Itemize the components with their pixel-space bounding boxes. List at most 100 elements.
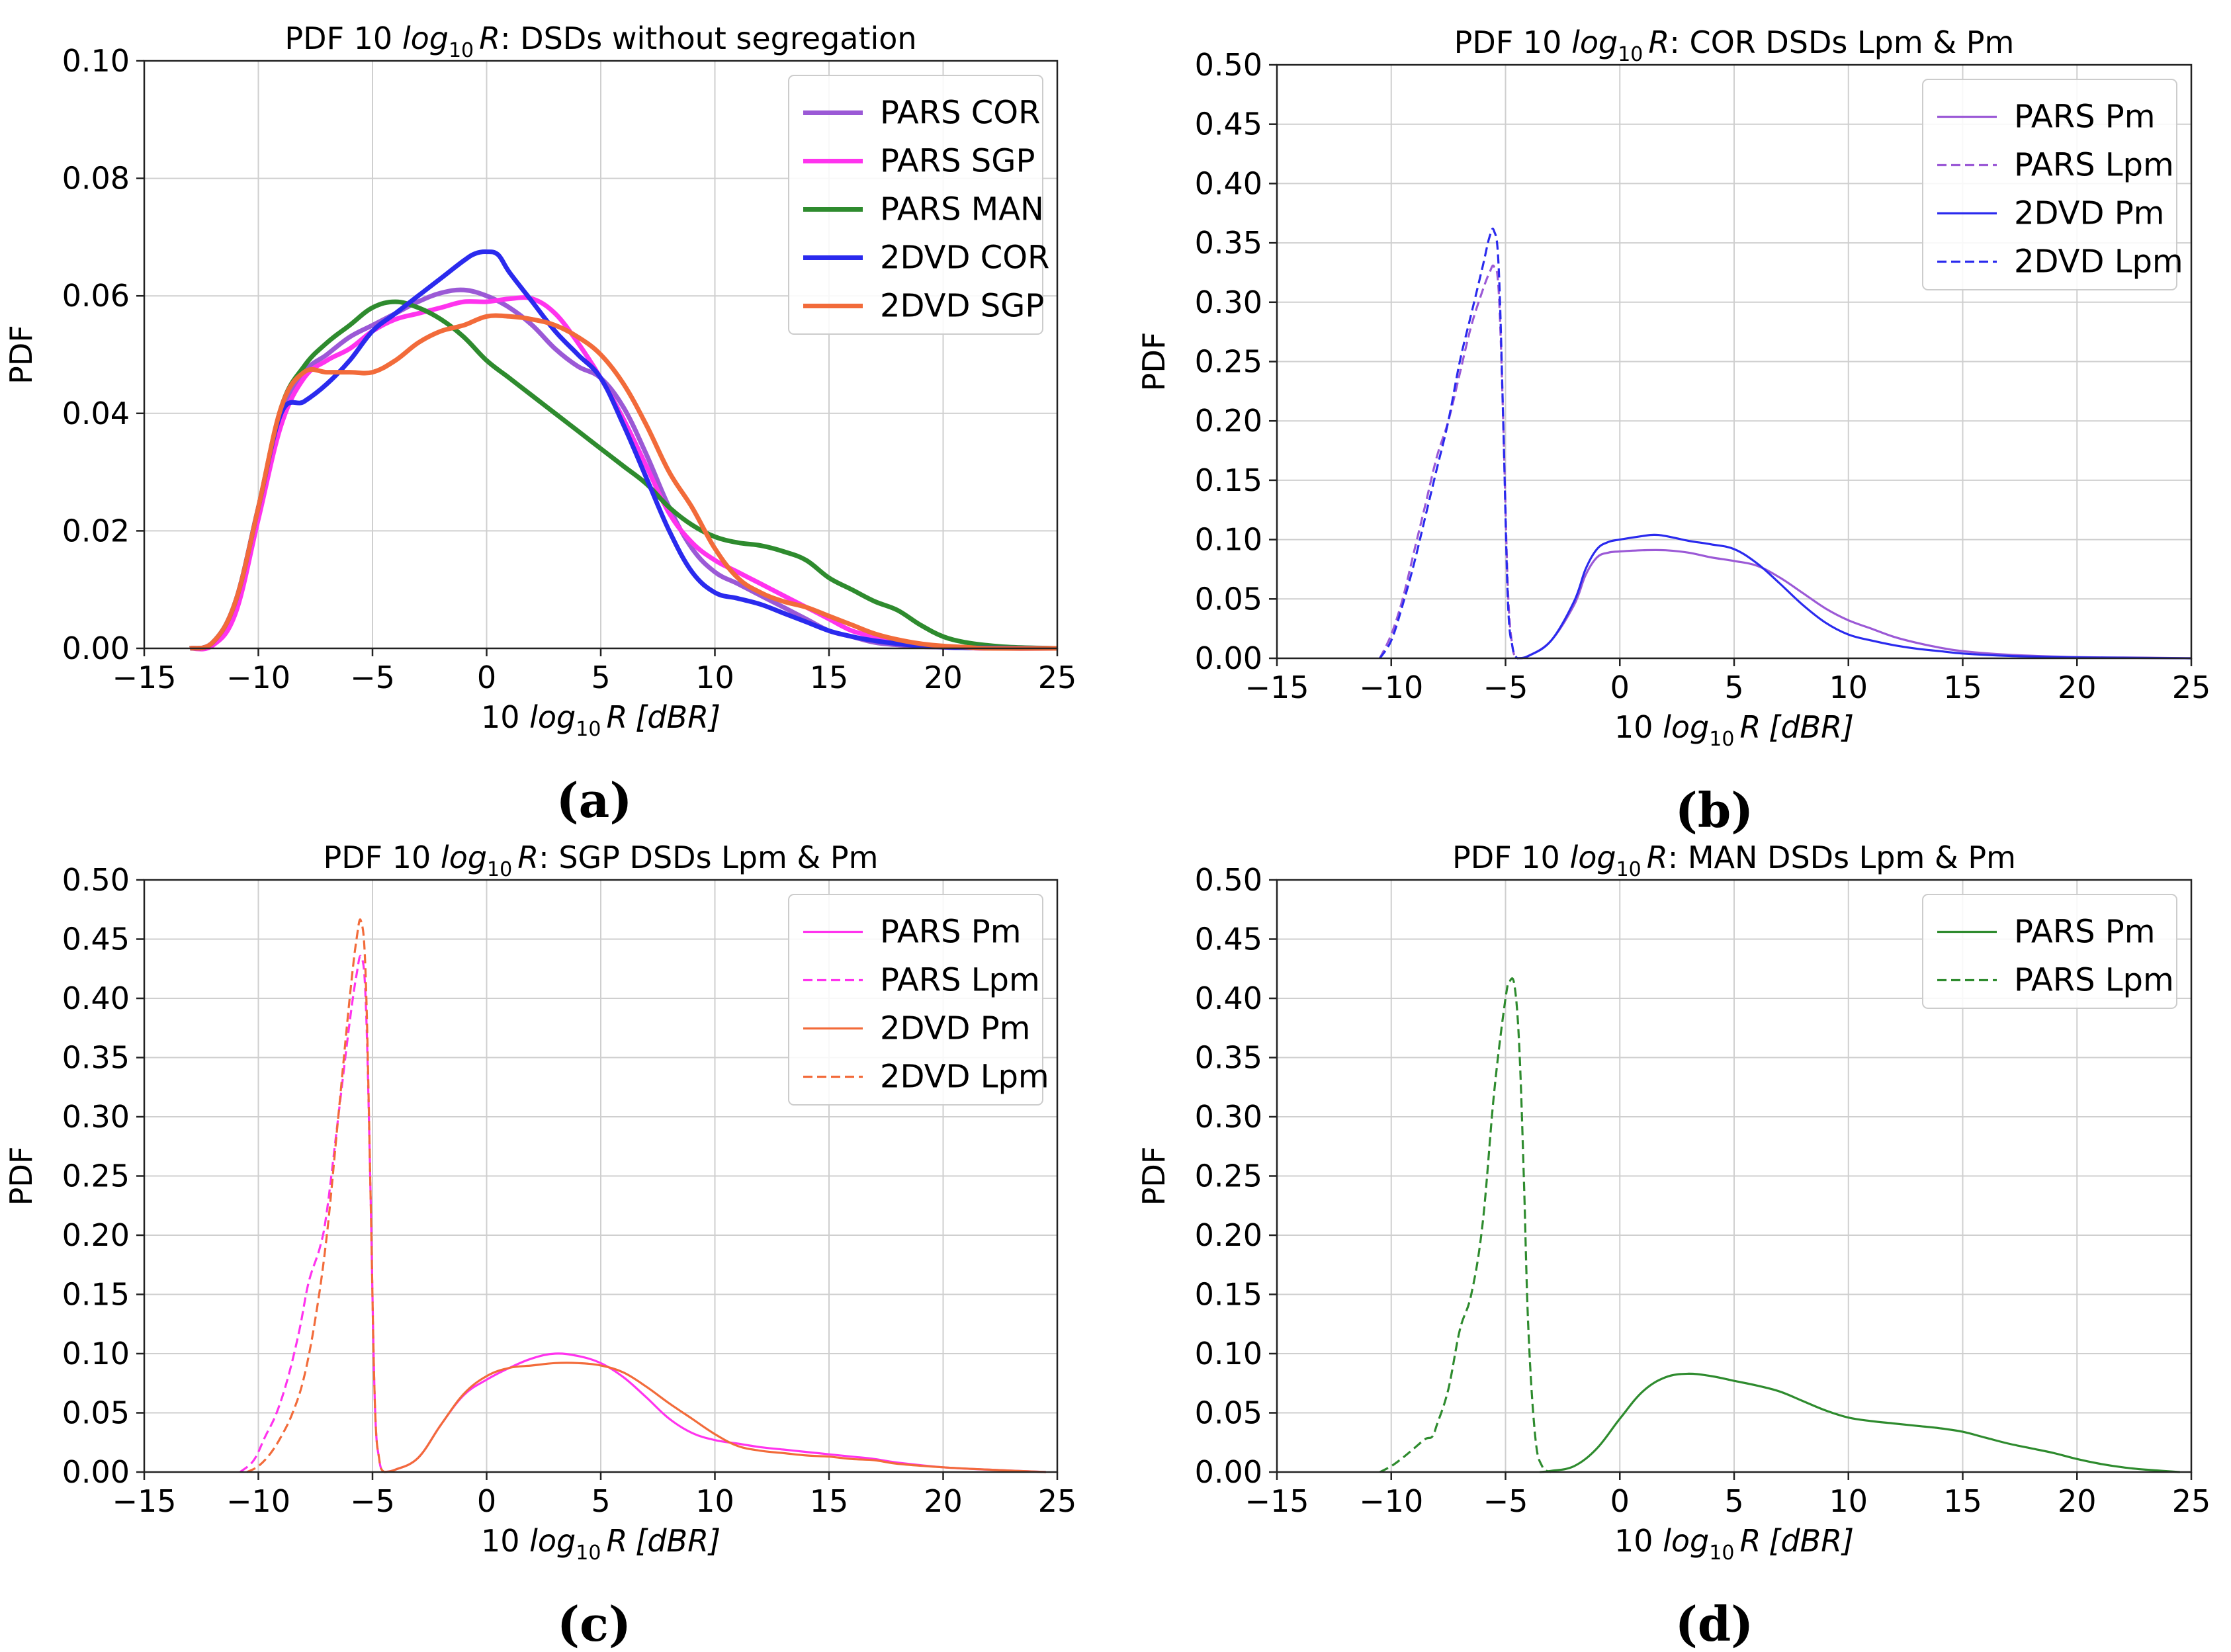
y-axis-label: PDF bbox=[3, 325, 39, 384]
x-tick-label: 15 bbox=[1943, 1483, 1982, 1519]
legend-label: 2DVD Pm bbox=[880, 1010, 1030, 1047]
series-line-pars-pm bbox=[383, 1352, 1046, 1473]
series-line-pars-lpm bbox=[1379, 264, 1518, 659]
x-tick-label: −5 bbox=[1483, 670, 1528, 705]
y-tick-label: 0.30 bbox=[62, 1099, 130, 1135]
legend-label: PARS Lpm bbox=[2014, 147, 2174, 184]
legend-label: PARS Pm bbox=[2014, 914, 2156, 951]
x-tick-label: −10 bbox=[1359, 1483, 1423, 1519]
y-axis-label: PDF bbox=[1136, 1147, 1172, 1206]
series-line-2dvd-cor bbox=[189, 249, 1058, 651]
y-tick-label: 0.40 bbox=[62, 980, 130, 1016]
y-tick-label: 0.20 bbox=[1195, 1217, 1262, 1253]
legend: PARS Pm PARS Lpm 2DVD Pm 2DVD Lpm bbox=[1922, 79, 2183, 290]
y-tick-label: 0.05 bbox=[1195, 581, 1262, 617]
legend-label: 2DVD COR bbox=[880, 239, 1049, 277]
legend-label: PARS Pm bbox=[880, 914, 1022, 951]
y-tick-label: 0.10 bbox=[1195, 1336, 1262, 1371]
panel-label: (a) bbox=[556, 772, 633, 828]
x-tick-label: 0 bbox=[1610, 670, 1630, 705]
y-tick-label: 0.06 bbox=[62, 278, 130, 314]
x-tick-label: 25 bbox=[2172, 670, 2211, 705]
legend-box bbox=[1922, 79, 2177, 290]
x-tick-label: 20 bbox=[924, 1483, 963, 1519]
x-axis-label: 10 log10 R [dBR] bbox=[481, 699, 721, 741]
x-tick-label: −15 bbox=[112, 1483, 176, 1519]
x-tick-label: −10 bbox=[1359, 670, 1423, 705]
x-tick-label: 0 bbox=[477, 660, 496, 695]
legend: PARS COR PARS SGP PARS MAN 2DVD COR 2DVD SGP bbox=[788, 75, 1049, 335]
x-tick-label: −10 bbox=[226, 1483, 290, 1519]
y-tick-label: 0.50 bbox=[62, 862, 130, 898]
legend-label: 2DVD Lpm bbox=[880, 1059, 1049, 1096]
y-tick-label: 0.15 bbox=[1195, 1277, 1262, 1313]
legend-label: PARS MAN bbox=[880, 191, 1044, 228]
x-tick-label: 20 bbox=[2058, 670, 2097, 705]
y-tick-label: 0.00 bbox=[1195, 1454, 1262, 1490]
y-tick-label: 0.15 bbox=[62, 1277, 130, 1313]
y-axis-label: PDF bbox=[1136, 332, 1172, 392]
y-tick-label: 0.35 bbox=[1195, 225, 1262, 261]
x-tick-label: 5 bbox=[591, 660, 610, 695]
y-tick-label: 0.00 bbox=[62, 1454, 130, 1490]
y-tick-label: 0.10 bbox=[1195, 522, 1262, 558]
legend-label: PARS COR bbox=[880, 95, 1040, 132]
x-tick-label: 10 bbox=[1829, 670, 1868, 705]
x-tick-label: −15 bbox=[1245, 670, 1309, 705]
y-tick-label: 0.35 bbox=[62, 1040, 130, 1076]
panel-label: (d) bbox=[1675, 1596, 1753, 1652]
y-tick-label: 0.25 bbox=[1195, 344, 1262, 380]
y-tick-label: 0.50 bbox=[1195, 862, 1262, 898]
x-tick-label: 5 bbox=[591, 1483, 610, 1519]
legend-box bbox=[788, 894, 1043, 1106]
y-tick-label: 0.35 bbox=[1195, 1040, 1262, 1076]
legend-label: PARS SGP bbox=[880, 143, 1035, 180]
series-line-2dvd-pm bbox=[1516, 533, 2192, 660]
panel-label: (c) bbox=[557, 1596, 631, 1652]
y-tick-label: 0.05 bbox=[1195, 1395, 1262, 1431]
y-tick-label: 0.45 bbox=[1195, 922, 1262, 957]
series-line-pars-man bbox=[189, 299, 1058, 651]
y-tick-label: 0.08 bbox=[62, 161, 130, 196]
y-tick-label: 0.25 bbox=[62, 1158, 130, 1194]
x-tick-label: 20 bbox=[924, 660, 963, 695]
legend-label: PARS Pm bbox=[2014, 99, 2156, 136]
x-axis-label: 10 log10 R [dBR] bbox=[1614, 709, 1854, 751]
series-line-pars-pm bbox=[1540, 1372, 2180, 1473]
x-tick-label: −10 bbox=[226, 660, 290, 695]
y-tick-label: 0.15 bbox=[1195, 462, 1262, 498]
y-tick-label: 0.20 bbox=[62, 1217, 130, 1253]
x-tick-label: 15 bbox=[810, 1483, 849, 1519]
x-axis-label: 10 log10 R [dBR] bbox=[481, 1523, 721, 1565]
y-tick-label: 0.30 bbox=[1195, 284, 1262, 320]
y-tick-label: 0.04 bbox=[62, 396, 130, 431]
x-tick-label: 25 bbox=[2172, 1483, 2211, 1519]
x-tick-label: 10 bbox=[1829, 1483, 1868, 1519]
x-tick-label: 15 bbox=[810, 660, 849, 695]
panel-label: (b) bbox=[1675, 782, 1753, 838]
y-tick-label: 0.40 bbox=[1195, 980, 1262, 1016]
y-tick-label: 0.50 bbox=[1195, 47, 1262, 83]
x-tick-label: 0 bbox=[1610, 1483, 1630, 1519]
y-tick-label: 0.30 bbox=[1195, 1099, 1262, 1135]
x-axis-label: 10 log10 R [dBR] bbox=[1614, 1523, 1854, 1565]
chart-panel-c: −15 −10 −5 0 5 10 15 20 25 0.00 0.05 0.10 0.15 0.20 0.… bbox=[3, 840, 1076, 1652]
x-tick-label: −5 bbox=[350, 660, 395, 695]
legend-label: 2DVD SGP bbox=[880, 288, 1044, 325]
series-line-2dvd-lpm bbox=[1379, 228, 1518, 659]
x-tick-label: −15 bbox=[112, 660, 176, 695]
chart-panel-b: −15 −10 −5 0 5 10 15 20 25 0.00 0.05 0.10 0.15 0.20 0.… bbox=[1136, 24, 2210, 838]
legend-label: PARS Lpm bbox=[880, 962, 1040, 999]
chart-title: PDF 10 log10 R: MAN DSDs Lpm & Pm bbox=[1452, 840, 2016, 881]
y-tick-label: 0.40 bbox=[1195, 165, 1262, 201]
x-tick-label: 25 bbox=[1038, 1483, 1077, 1519]
series-line-2dvd-sgp bbox=[189, 313, 1058, 651]
y-tick-label: 0.10 bbox=[62, 43, 130, 79]
y-tick-label: 0.25 bbox=[1195, 1158, 1262, 1194]
chart-panel-a: −15 −10 −5 0 5 10 15 20 25 0.00 0.02 0.04 0.06 0.08 0.… bbox=[3, 21, 1076, 828]
y-tick-label: 0.20 bbox=[1195, 403, 1262, 439]
y-tick-label: 0.02 bbox=[62, 513, 130, 548]
legend-label: 2DVD Pm bbox=[2014, 195, 2164, 232]
series-line-pars-lpm bbox=[1379, 977, 1552, 1473]
